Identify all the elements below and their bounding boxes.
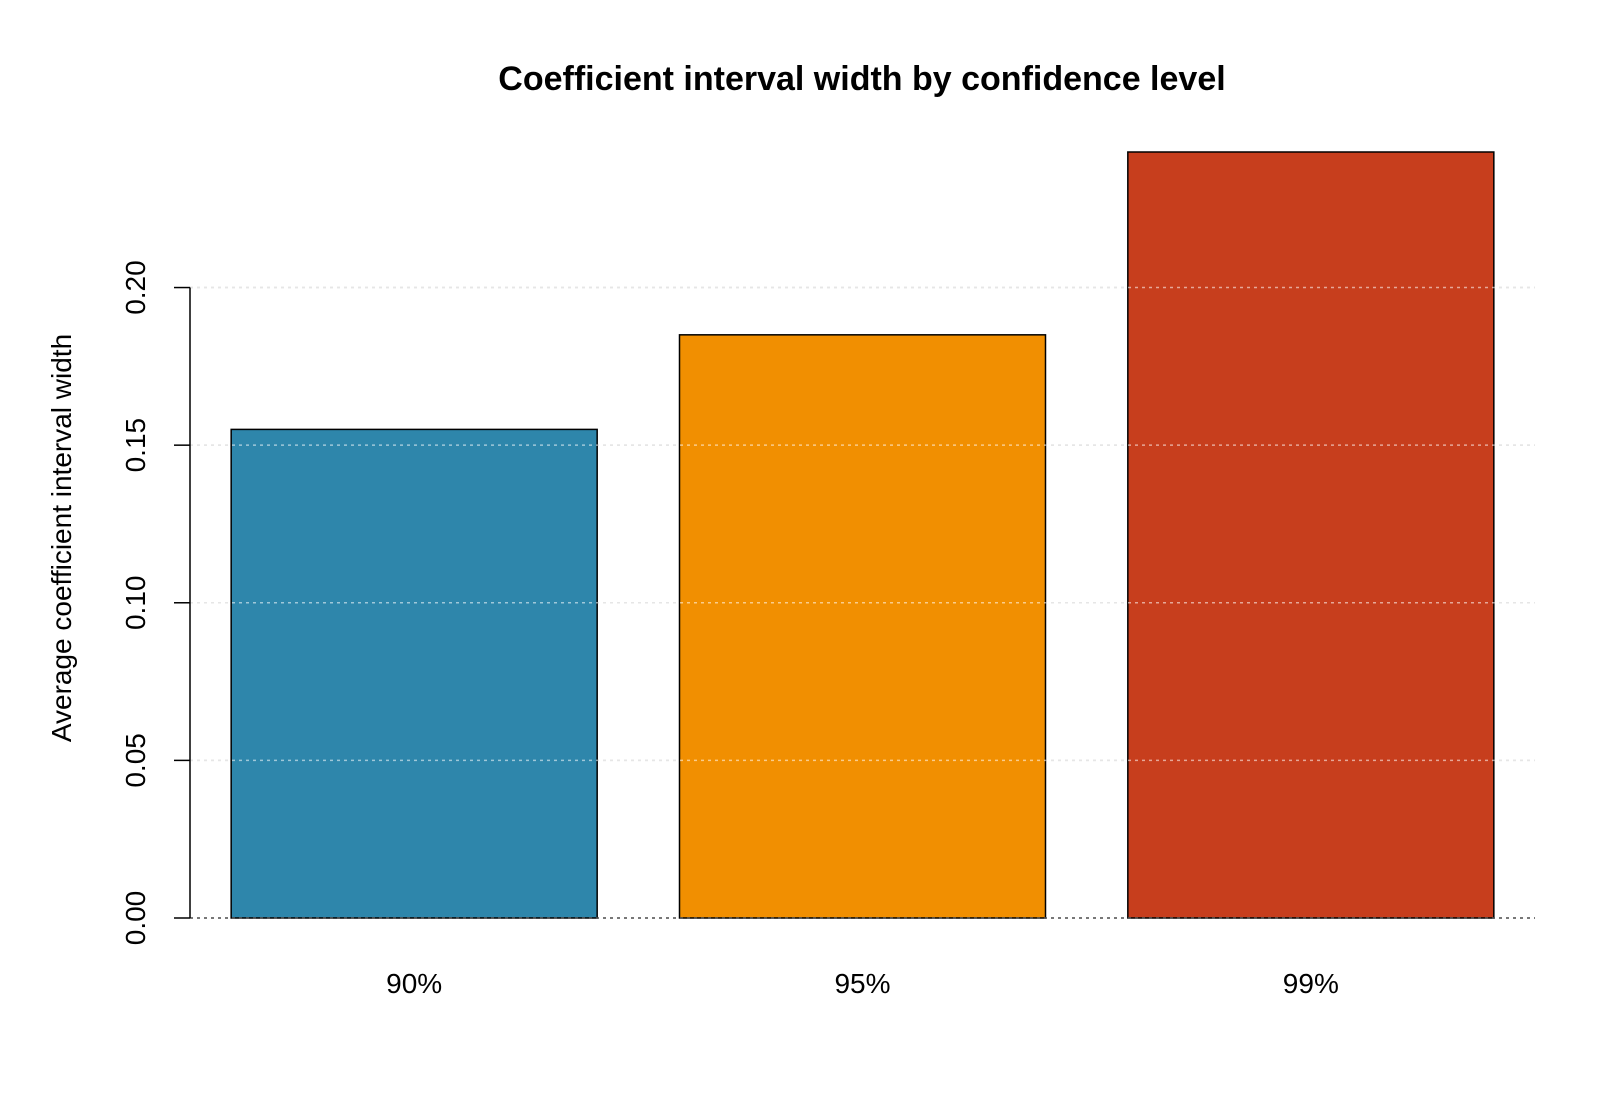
- x-tick-labels: 90% 95% 99%: [386, 968, 1339, 999]
- x-tick-label: 99%: [1283, 968, 1339, 999]
- chart-title: Coefficient interval width by confidence…: [498, 60, 1225, 98]
- bar-95: [678, 334, 1047, 919]
- bars: [230, 151, 1495, 919]
- y-tick-label: 0.05: [120, 733, 151, 788]
- y-tick-label: 0.00: [120, 891, 151, 946]
- x-tick-label: 95%: [834, 968, 890, 999]
- bar-90: [230, 428, 598, 919]
- y-axis: 0.00 0.05 0.10 0.15 0.20: [120, 260, 191, 946]
- x-tick-label: 90%: [386, 968, 442, 999]
- y-axis-label: Average coefficient interval width: [46, 334, 77, 742]
- grid-overlay: [190, 286, 1535, 919]
- y-tick-label: 0.20: [120, 260, 151, 315]
- bar-99: [1127, 151, 1495, 919]
- y-tick-label: 0.10: [120, 576, 151, 631]
- y-tick-label: 0.15: [120, 418, 151, 473]
